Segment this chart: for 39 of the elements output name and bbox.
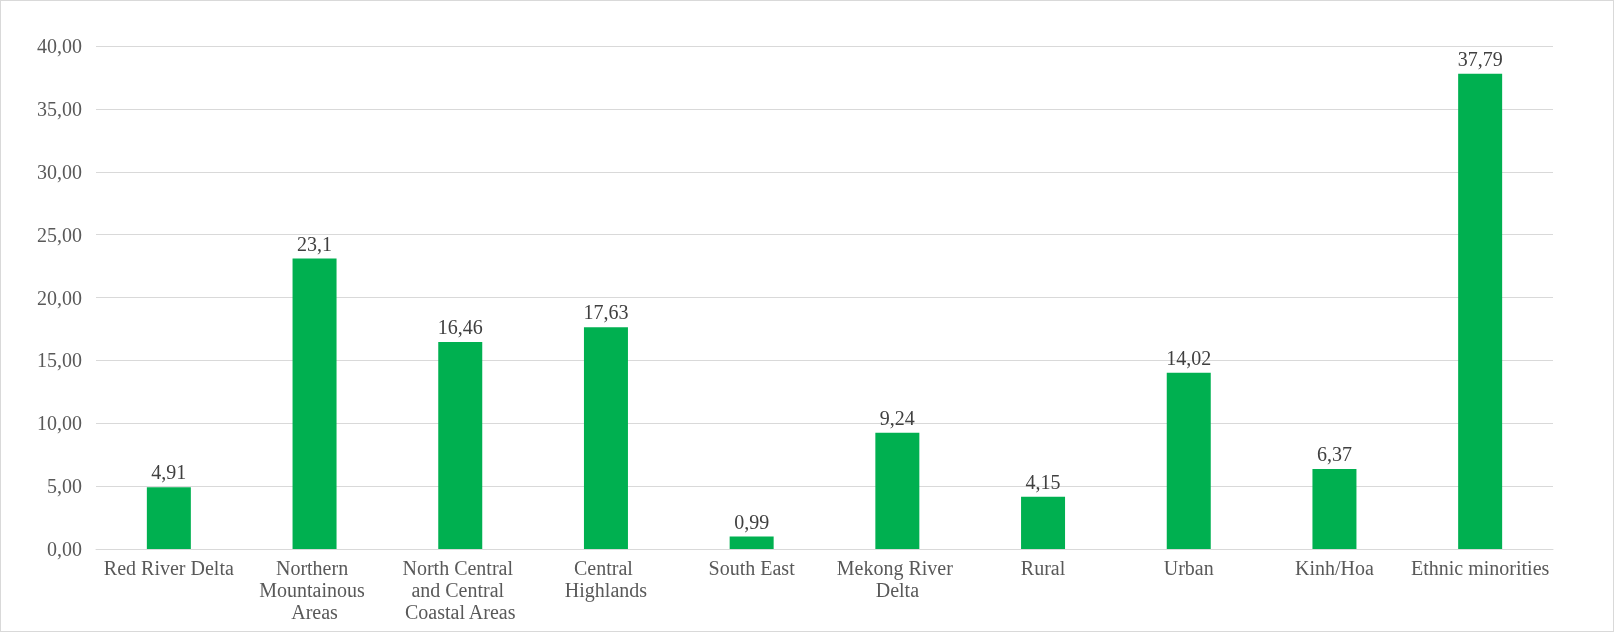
data-label: 9,24 [879, 406, 915, 429]
bar [729, 536, 774, 549]
x-tick-label: Kinh/Hoa [1295, 557, 1374, 579]
bar [1021, 496, 1066, 549]
y-tick-label: 0,00 [47, 538, 82, 560]
y-tick-label: 35,00 [37, 97, 82, 120]
data-label: 16,46 [437, 316, 483, 339]
data-label: 23,1 [297, 232, 333, 255]
bar [146, 487, 191, 549]
bar [875, 432, 920, 549]
data-label: 37,79 [1457, 47, 1503, 70]
data-label: 17,63 [583, 301, 629, 324]
data-label: 14,02 [1166, 346, 1212, 369]
x-tick-label: Central Highlands [564, 557, 648, 602]
y-tick-label: 15,00 [37, 349, 82, 372]
y-tick-label: 25,00 [37, 223, 82, 246]
data-label: 6,37 [1316, 442, 1352, 465]
y-tick-label: 5,00 [47, 475, 82, 498]
x-tick-label: Rural [1020, 557, 1066, 579]
bar [1458, 73, 1503, 549]
x-tick-label: South East [708, 557, 796, 579]
bar [438, 342, 483, 549]
data-label: 4,91 [151, 461, 187, 484]
y-tick-label: 30,00 [37, 160, 82, 183]
data-label: 0,99 [734, 510, 770, 533]
bar [1312, 468, 1357, 549]
x-tick-label: Red River Delta [103, 557, 234, 579]
y-tick-label: 10,00 [37, 412, 82, 435]
x-tick-label: Northern Mountainous Areas [259, 557, 370, 623]
x-tick-label: Mekong River Delta [836, 557, 958, 601]
x-tick-label: North Central and Central Coastal Areas [402, 557, 519, 623]
data-label: 4,15 [1025, 470, 1061, 493]
x-tick-label: Urban [1163, 557, 1214, 579]
bar [1166, 372, 1211, 549]
bar [583, 327, 628, 549]
x-tick-label: Ethnic minorities [1410, 557, 1550, 579]
y-tick-label: 40,00 [37, 35, 82, 57]
bar [292, 258, 337, 549]
y-tick-label: 20,00 [37, 286, 82, 309]
